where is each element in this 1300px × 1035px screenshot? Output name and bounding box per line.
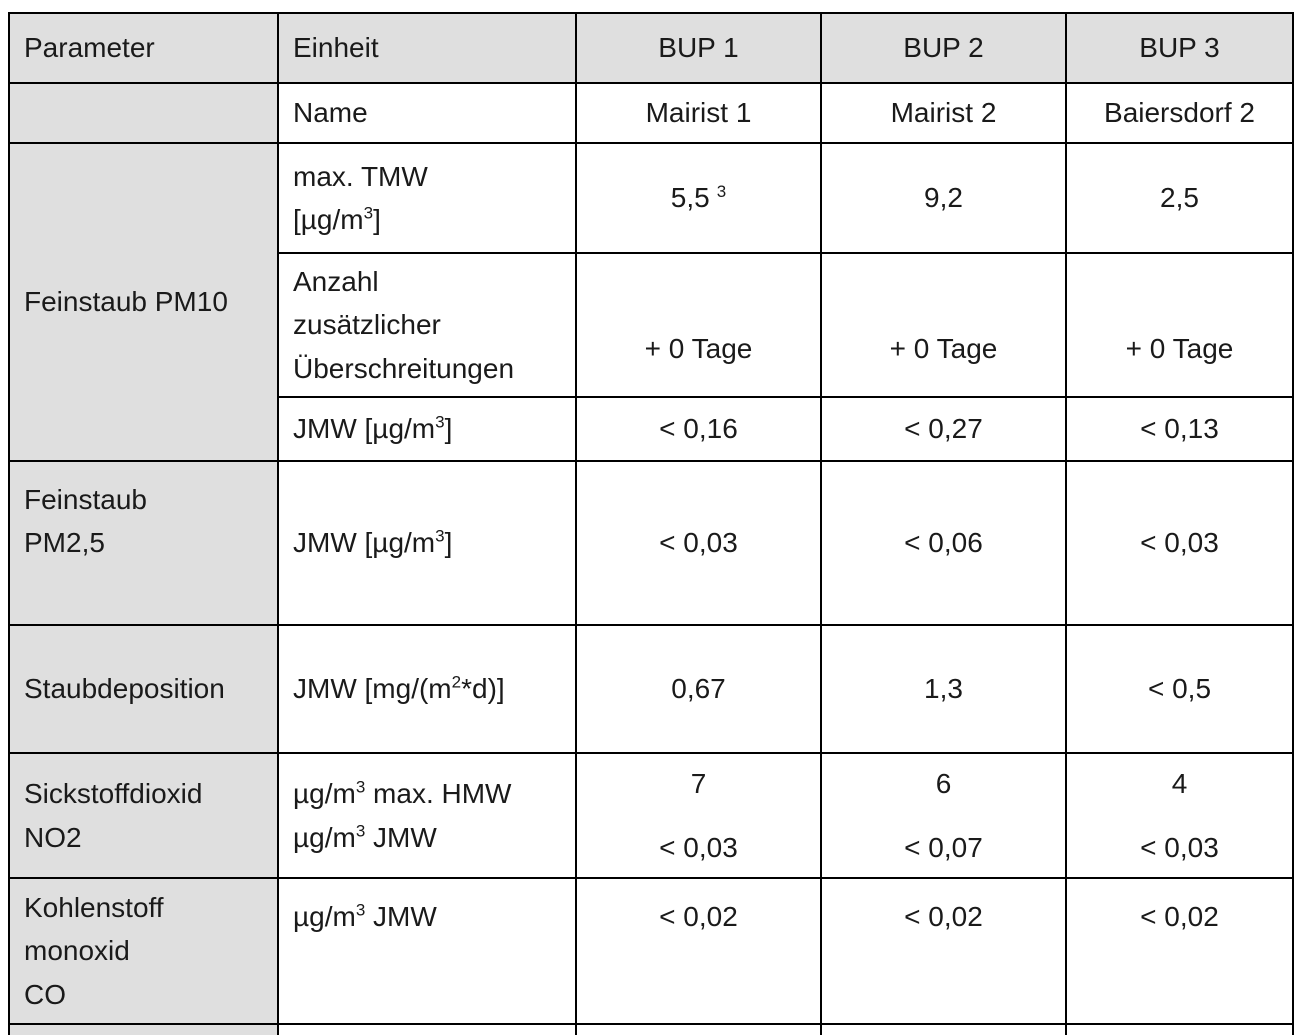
no2-row: Sickstoffdioxid NO2 µg/m3 max. HMW µg/m3… [8, 752, 1294, 879]
no2-unit-hmw: µg/m3 max. HMW [293, 777, 512, 810]
clipped-cell [820, 1023, 1067, 1035]
no2-values-bup1: 7 < 0,03 [575, 752, 822, 879]
pm10-tmw-unit-cell: max. TMW [µg/m3] [277, 142, 577, 254]
pm10-jmw-unit-cell: JMW [µg/m3] [277, 396, 577, 462]
air-quality-table: Parameter Einheit BUP 1 BUP 2 BUP 3 Name… [8, 12, 1294, 1035]
deposition-jmw-unit-cell: JMW [mg/(m2*d)] [277, 624, 577, 754]
deposition-parameter-cell: Staubdeposition [8, 624, 279, 754]
superscript: 3 [355, 821, 366, 841]
co-jmw-bup1: < 0,02 [575, 877, 822, 1025]
deposition-jmw-bup2: 1,3 [820, 624, 1067, 754]
header-einheit: Einheit [277, 12, 577, 84]
superscript: 3 [363, 203, 374, 223]
pm10-tmw-bup1: 5,5 3 [575, 142, 822, 254]
pm25-jmw-bup3: < 0,03 [1065, 460, 1294, 626]
superscript: 3 [435, 412, 445, 432]
co-row: Kohlenstoff monoxid CO µg/m3 JMW < 0,02 … [8, 877, 1294, 1025]
pm10-exceedances-bup2: + 0 Tage [820, 252, 1067, 398]
station-name-bup1: Mairist 1 [575, 82, 822, 144]
empty-parameter-cell [8, 82, 279, 144]
pm25-jmw-unit-cell: JMW [µg/m3] [277, 460, 577, 626]
pm10-jmw-bup2: < 0,27 [820, 396, 1067, 462]
co-unit-cell: µg/m3 JMW [277, 877, 577, 1025]
clipped-cell [575, 1023, 822, 1035]
superscript: 2 [451, 672, 462, 692]
deposition-row: Staubdeposition JMW [mg/(m2*d)] 0,67 1,3… [8, 624, 1294, 754]
no2-jmw-bup2: < 0,07 [904, 831, 983, 863]
co-jmw-bup2: < 0,02 [820, 877, 1067, 1025]
pm10-exceedances-row: Anzahl zusätzlicher Überschreitungen + 0… [9, 252, 1294, 398]
co-jmw-bup3: < 0,02 [1065, 877, 1294, 1025]
superscript: 3 [435, 526, 445, 546]
pm10-jmw-bup3: < 0,13 [1065, 396, 1294, 462]
station-name-row: Name Mairist 1 Mairist 2 Baiersdorf 2 [8, 82, 1294, 144]
no2-unit-jmw: µg/m3 JMW [293, 821, 437, 853]
header-bup3: BUP 3 [1065, 12, 1294, 84]
pm25-jmw-bup1: < 0,03 [575, 460, 822, 626]
pm10-parameter-cell: Feinstaub PM10 [8, 142, 279, 462]
pm25-parameter-cell: Feinstaub PM2,5 [8, 460, 279, 626]
clipped-cell [1065, 1023, 1294, 1035]
pm10-exceedances-bup3: + 0 Tage [1065, 252, 1294, 398]
station-name-bup2: Mairist 2 [820, 82, 1067, 144]
header-bup2: BUP 2 [820, 12, 1067, 84]
clipped-row-stub [8, 1023, 1294, 1035]
clipped-cell [8, 1023, 279, 1035]
pm10-tmw-row: Feinstaub PM10 max. TMW [µg/m3] 5,5 3 9,2… [8, 142, 1294, 462]
pm10-tmw-bup3: 2,5 [1065, 142, 1294, 254]
pm10-jmw-row: JMW [µg/m3] < 0,16 < 0,27 < 0,13 [9, 396, 1294, 462]
superscript: 3 [355, 777, 366, 797]
footnote-marker: 3 [716, 181, 727, 201]
co-parameter-cell: Kohlenstoff monoxid CO [8, 877, 279, 1025]
pm25-row: Feinstaub PM2,5 JMW [µg/m3] < 0,03 < 0,0… [8, 460, 1294, 626]
superscript: 3 [355, 900, 366, 920]
no2-unit-cell: µg/m3 max. HMW µg/m3 JMW [277, 752, 577, 879]
no2-jmw-bup3: < 0,03 [1140, 831, 1219, 863]
header-bup1: BUP 1 [575, 12, 822, 84]
pm10-exceedances-bup1: + 0 Tage [575, 252, 822, 398]
no2-values-bup2: 6 < 0,07 [820, 752, 1067, 879]
no2-jmw-bup1: < 0,03 [659, 831, 738, 863]
pm10-tmw-unit-line1: max. TMW [293, 160, 428, 192]
header-parameter: Parameter [8, 12, 279, 84]
no2-hmw-bup2: 6 [935, 768, 952, 800]
no2-hmw-bup3: 4 [1171, 768, 1188, 800]
pm10-jmw-bup1: < 0,16 [575, 396, 822, 462]
pm10-tmw-unit-line2: [µg/m3] [293, 203, 381, 235]
no2-hmw-bup1: 7 [690, 768, 707, 800]
clipped-cell [277, 1023, 577, 1035]
deposition-jmw-bup3: < 0,5 [1065, 624, 1294, 754]
pm10-tmw-bup2: 9,2 [820, 142, 1067, 254]
no2-parameter-cell: Sickstoffdioxid NO2 [8, 752, 279, 879]
station-name-bup3: Baiersdorf 2 [1065, 82, 1294, 144]
pm25-jmw-bup2: < 0,06 [820, 460, 1067, 626]
deposition-jmw-bup1: 0,67 [575, 624, 822, 754]
no2-values-bup3: 4 < 0,03 [1065, 752, 1294, 879]
name-label-cell: Name [277, 82, 577, 144]
header-row: Parameter Einheit BUP 1 BUP 2 BUP 3 [8, 12, 1294, 84]
pm10-exceedances-unit-cell: Anzahl zusätzlicher Überschreitungen [277, 252, 577, 398]
